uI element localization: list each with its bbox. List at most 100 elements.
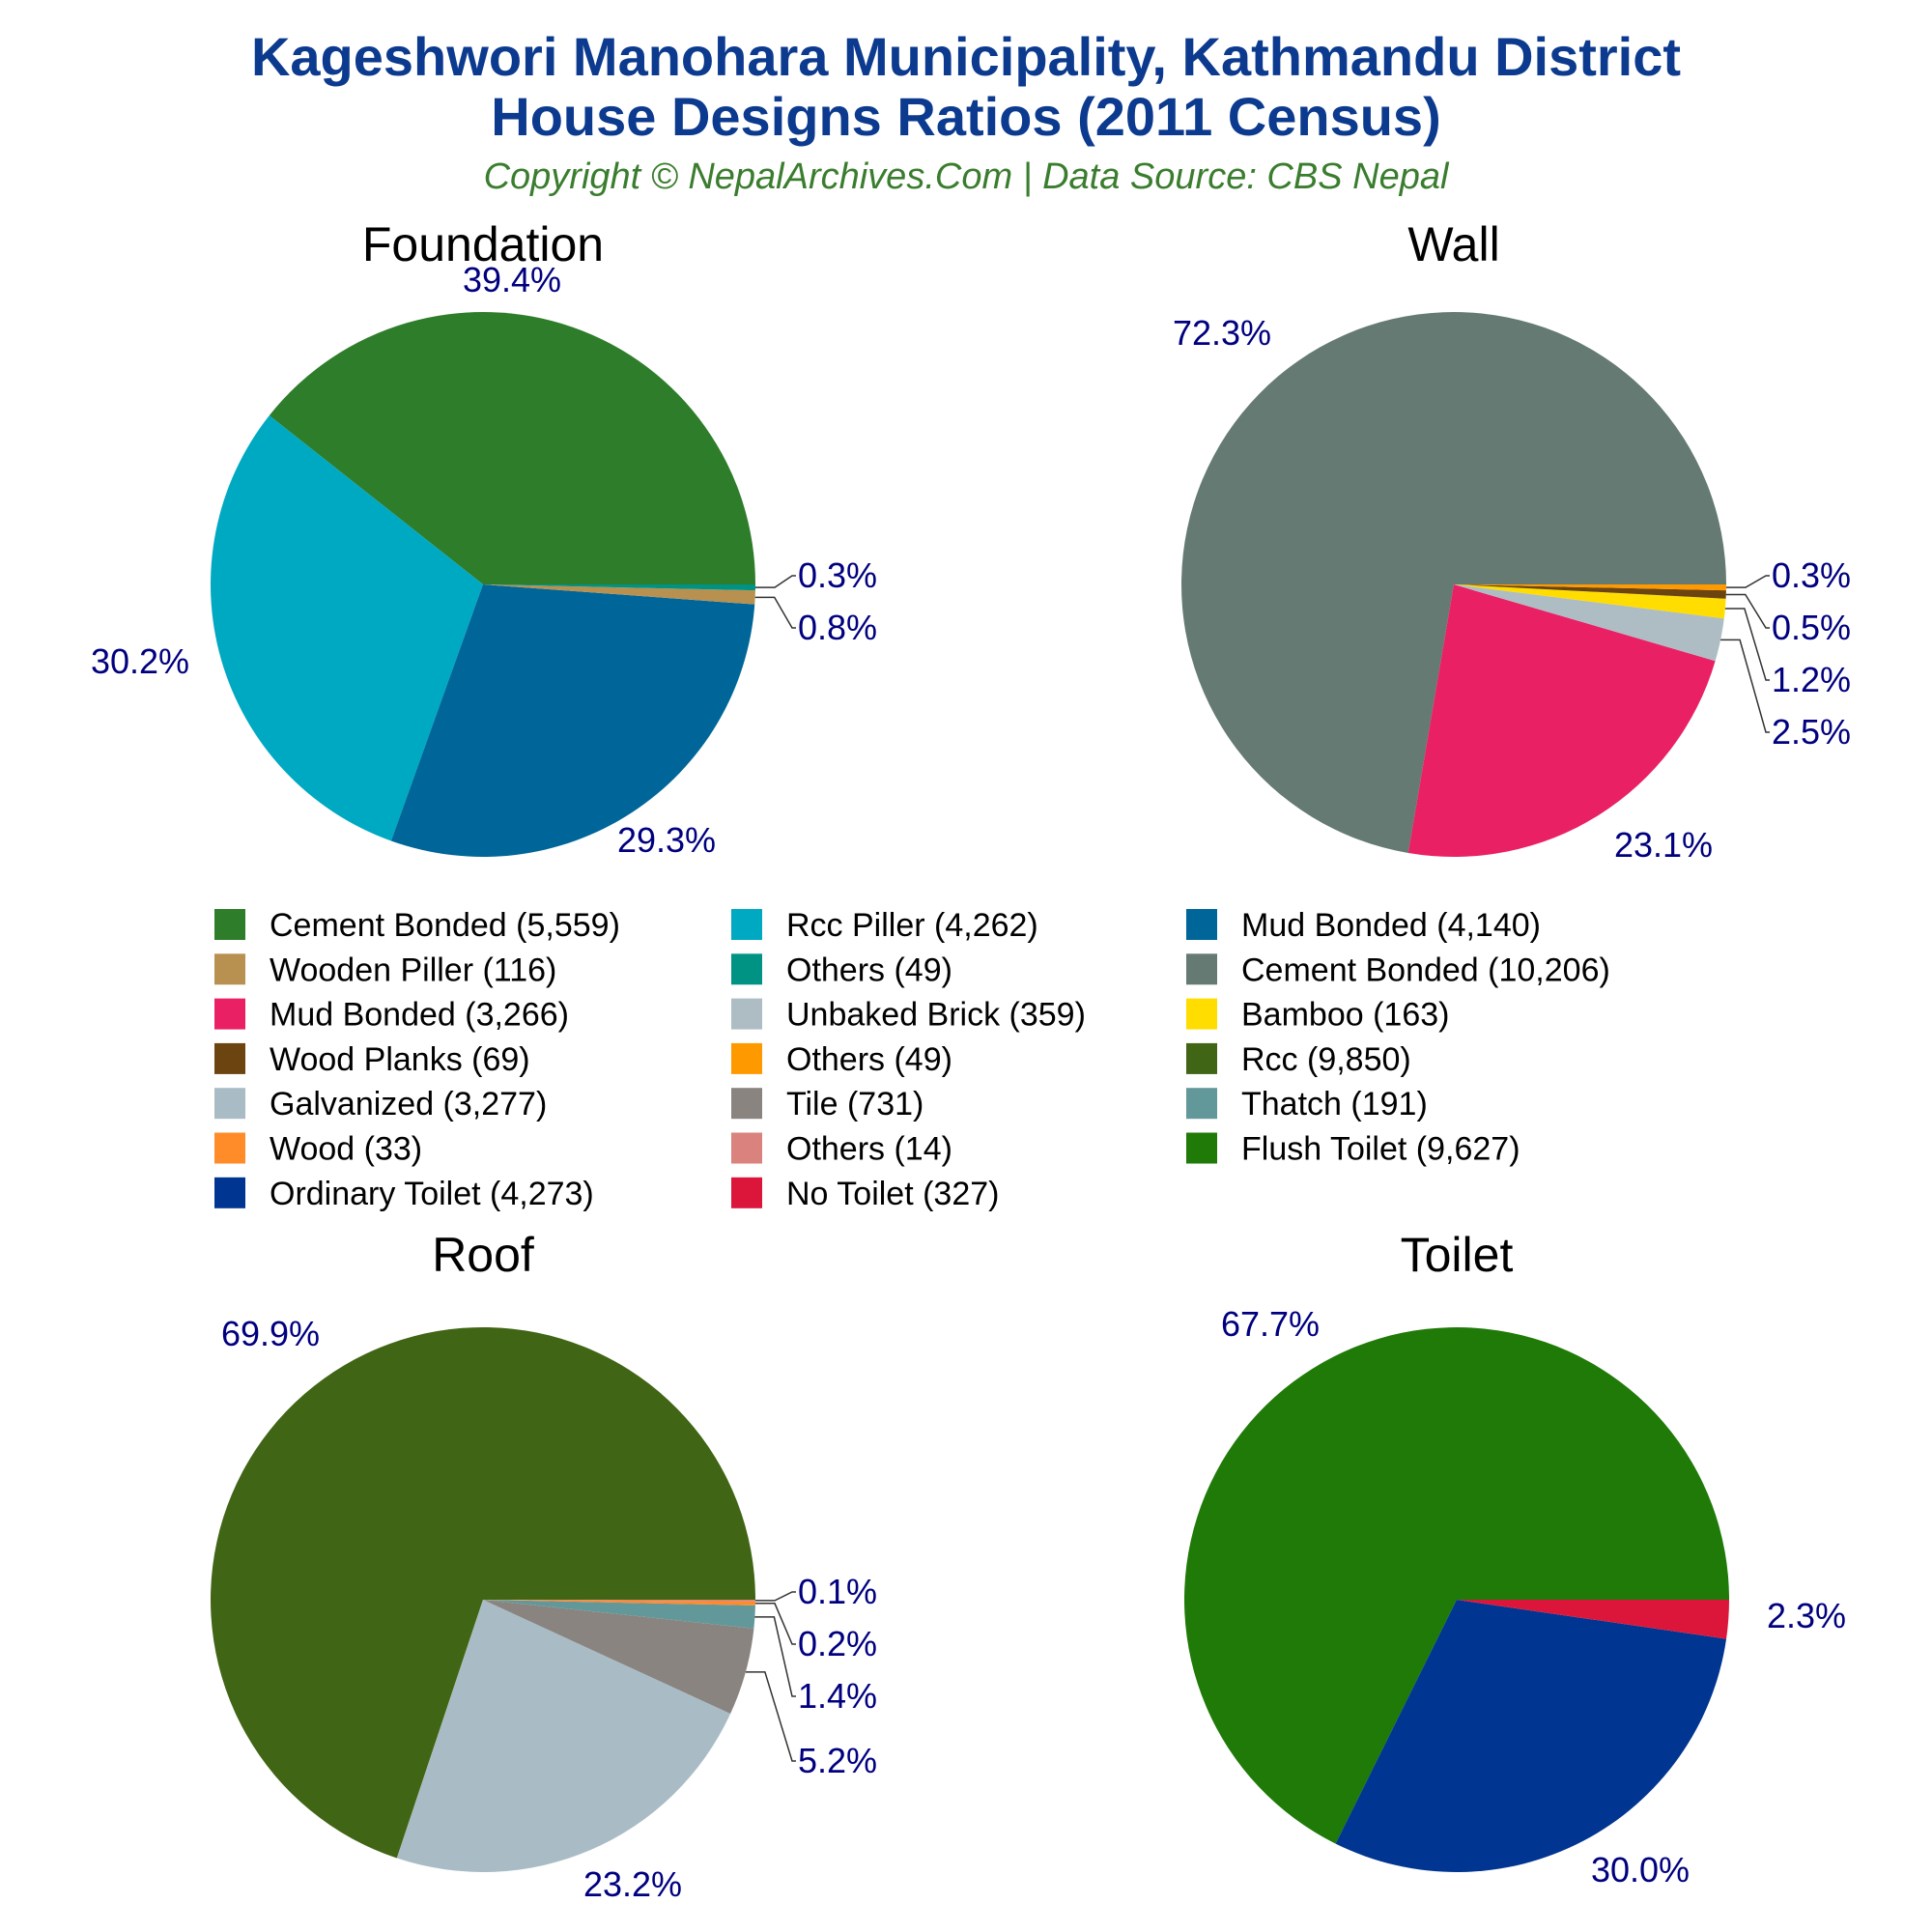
legend-label: Ordinary Toilet (4,273) xyxy=(270,1176,594,1212)
roof-leader-line xyxy=(745,1671,796,1762)
roof-slice-tile xyxy=(483,1600,754,1715)
foundation-pct-label: 39.4% xyxy=(463,260,561,299)
legend-label: Wood (33) xyxy=(270,1131,422,1168)
legend-swatch xyxy=(731,998,762,1030)
legend-swatch xyxy=(1186,909,1217,940)
legend-swatch xyxy=(731,1177,762,1208)
legend-swatch xyxy=(1186,953,1217,985)
wall-leader-line xyxy=(1726,575,1770,588)
toilet-pct-label: 67.7% xyxy=(1221,1304,1320,1344)
legend-label: Galvanized (3,277) xyxy=(270,1086,547,1122)
legend-swatch xyxy=(731,1042,762,1074)
wall-slice-others xyxy=(1454,584,1726,591)
legend-swatch xyxy=(214,909,245,940)
wall-pct-label: 0.3% xyxy=(1772,555,1851,595)
legend-label: Thatch (191) xyxy=(1241,1086,1428,1122)
toilet-pie-panel: Toilet 67.7% 30.0% 2.3% xyxy=(1183,1228,1846,1889)
wall-slice-cement-bonded xyxy=(1181,312,1726,854)
legend-label: Rcc (9,850) xyxy=(1241,1041,1411,1078)
legend-label: Others (14) xyxy=(786,1131,952,1168)
foundation-leader-line xyxy=(755,575,796,588)
legend-label: Tile (731) xyxy=(786,1086,923,1122)
toilet-slice-flush-toilet xyxy=(1183,1326,1729,1844)
legend-swatch xyxy=(731,953,762,985)
wall-pie-title: Wall xyxy=(1407,217,1499,271)
legend-label: Others (49) xyxy=(786,952,952,988)
wall-slice-bamboo xyxy=(1454,584,1726,619)
wall-leader-line xyxy=(1725,593,1770,629)
roof-pct-label: 1.4% xyxy=(798,1676,877,1716)
foundation-slice-wooden-piller xyxy=(483,584,755,605)
wall-leader-line xyxy=(1720,639,1770,733)
legend-label: Mud Bonded (4,140) xyxy=(1241,907,1541,944)
wall-slice-mud-bonded xyxy=(1407,584,1716,858)
legend-swatch xyxy=(1186,998,1217,1030)
legend-swatch xyxy=(214,1042,245,1074)
legend-label: Flush Toilet (9,627) xyxy=(1241,1131,1520,1168)
toilet-pct-label: 2.3% xyxy=(1767,1596,1846,1635)
wall-pct-label: 1.2% xyxy=(1772,660,1851,699)
legend-swatch xyxy=(731,1132,762,1164)
legend-swatch xyxy=(1186,1132,1217,1164)
chart-subtitle: Copyright © NepalArchives.Com | Data Sou… xyxy=(484,156,1450,197)
roof-leader-line xyxy=(755,1603,796,1645)
toilet-slice-no-toilet xyxy=(1457,1600,1729,1639)
foundation-pct-label: 30.2% xyxy=(91,641,189,681)
wall-pct-label: 0.5% xyxy=(1772,608,1851,647)
wall-slice-wood-planks xyxy=(1454,584,1726,599)
legend: Cement Bonded (5,559) Rcc Piller (4,262) M… xyxy=(214,907,1610,1212)
foundation-pct-label: 29.3% xyxy=(617,820,716,860)
roof-pie-title: Roof xyxy=(432,1228,534,1282)
legend-label: Mud Bonded (3,266) xyxy=(270,997,569,1034)
roof-pct-label: 69.9% xyxy=(221,1314,320,1353)
foundation-pie-panel: Foundation 39.4% 30.2% 29.3% 0.8% 0.3% xyxy=(91,217,877,860)
foundation-slice-mud-bonded xyxy=(390,584,755,857)
legend-swatch xyxy=(214,953,245,985)
wall-slice-unbaked-brick xyxy=(1454,584,1724,662)
roof-pct-label: 0.1% xyxy=(798,1572,877,1611)
roof-leader-line xyxy=(755,1591,796,1602)
chart-title-line-2: House Designs Ratios (2011 Census) xyxy=(491,86,1440,147)
toilet-slice-ordinary-toilet xyxy=(1335,1600,1727,1872)
wall-pct-label: 72.3% xyxy=(1173,313,1271,353)
roof-leader-line xyxy=(754,1616,796,1697)
legend-label: Rcc Piller (4,262) xyxy=(786,907,1038,944)
legend-label: No Toilet (327) xyxy=(786,1176,1000,1212)
legend-swatch xyxy=(214,998,245,1030)
legend-swatch xyxy=(731,1088,762,1120)
legend-swatch xyxy=(1186,1088,1217,1120)
foundation-pct-label: 0.8% xyxy=(798,608,877,647)
roof-slice-thatch xyxy=(483,1600,755,1629)
foundation-slice-cement-bonded xyxy=(269,311,755,584)
wall-pct-label: 23.1% xyxy=(1614,825,1713,865)
foundation-leader-line xyxy=(754,596,796,629)
legend-swatch xyxy=(214,1177,245,1208)
toilet-pie-title: Toilet xyxy=(1401,1228,1514,1282)
legend-swatch xyxy=(1186,1042,1217,1074)
legend-swatch xyxy=(214,1088,245,1120)
wall-leader-line xyxy=(1724,608,1770,681)
roof-pct-label: 5.2% xyxy=(798,1741,877,1780)
roof-slice-rcc xyxy=(210,1326,756,1859)
wall-pct-label: 2.5% xyxy=(1772,712,1851,752)
legend-swatch xyxy=(731,909,762,940)
legend-label: Bamboo (163) xyxy=(1241,997,1449,1034)
legend-swatch xyxy=(214,1132,245,1164)
chart-title-line-1: Kageshwori Manohara Municipality, Kathma… xyxy=(251,26,1681,87)
foundation-pct-label: 0.3% xyxy=(798,555,877,595)
legend-label: Others (49) xyxy=(786,1041,952,1078)
toilet-pct-label: 30.0% xyxy=(1591,1850,1690,1889)
roof-pct-label: 0.2% xyxy=(798,1624,877,1663)
foundation-slice-rcc-piller xyxy=(211,415,484,841)
foundation-pie-title: Foundation xyxy=(362,217,604,271)
roof-slice-wood xyxy=(483,1600,755,1605)
legend-label: Unbaked Brick (359) xyxy=(786,997,1086,1034)
wall-pie-panel: Wall 72.3% 23.1% 2.5% 1.2% 0.5% 0.3% xyxy=(1173,217,1851,865)
roof-pie-panel: Roof 69.9% 23.2% 5.2% 1.4% 0.2% 0.1% xyxy=(210,1228,877,1904)
foundation-slice-others xyxy=(483,584,755,591)
roof-slice-others xyxy=(483,1600,755,1602)
legend-label: Cement Bonded (10,206) xyxy=(1241,952,1610,988)
roof-slice-galvanized xyxy=(396,1600,731,1872)
legend-label: Cement Bonded (5,559) xyxy=(270,907,620,944)
